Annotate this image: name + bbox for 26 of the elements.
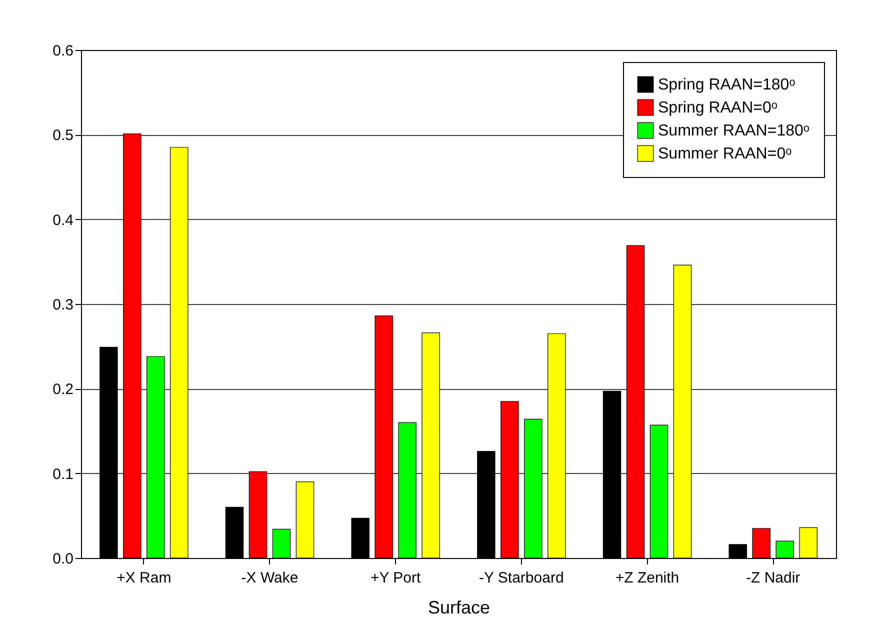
bar: [728, 544, 747, 558]
y-tick-label: 0.0: [52, 550, 74, 568]
bar: [272, 528, 291, 558]
bar: [799, 527, 818, 558]
x-tick-label: +X Ram: [116, 570, 172, 586]
bar: [776, 540, 794, 558]
x-tick-label: -Y Starboard: [479, 570, 564, 586]
bar: [296, 482, 314, 558]
y-tick-label: 0.5: [52, 127, 74, 144]
legend-label: Summer RAAN=0ᵒ: [658, 146, 792, 162]
bar: [351, 518, 370, 558]
y-tick-label: 0.4: [52, 212, 74, 229]
y-tick-label: 0.6: [52, 42, 74, 60]
x-tick-label: -Z Nadir: [746, 570, 800, 586]
legend-label: Spring RAAN=180ᵒ: [658, 76, 796, 94]
x-tick-label: +Z Zenith: [615, 570, 680, 586]
x-tick-label: -X Wake: [241, 570, 298, 586]
legend-label: Spring RAAN=0ᵒ: [658, 100, 778, 116]
x-tick-label: +Y Port: [370, 570, 422, 586]
legend-label: Summer RAAN=180ᵒ: [658, 122, 810, 140]
y-tick-label: 0.1: [52, 466, 74, 483]
bar: [752, 528, 770, 558]
y-tick-label: 0.3: [52, 296, 74, 314]
bar: [225, 506, 244, 558]
x-axis-title: Surface: [428, 598, 490, 618]
y-tick-label: 0.2: [52, 381, 74, 398]
